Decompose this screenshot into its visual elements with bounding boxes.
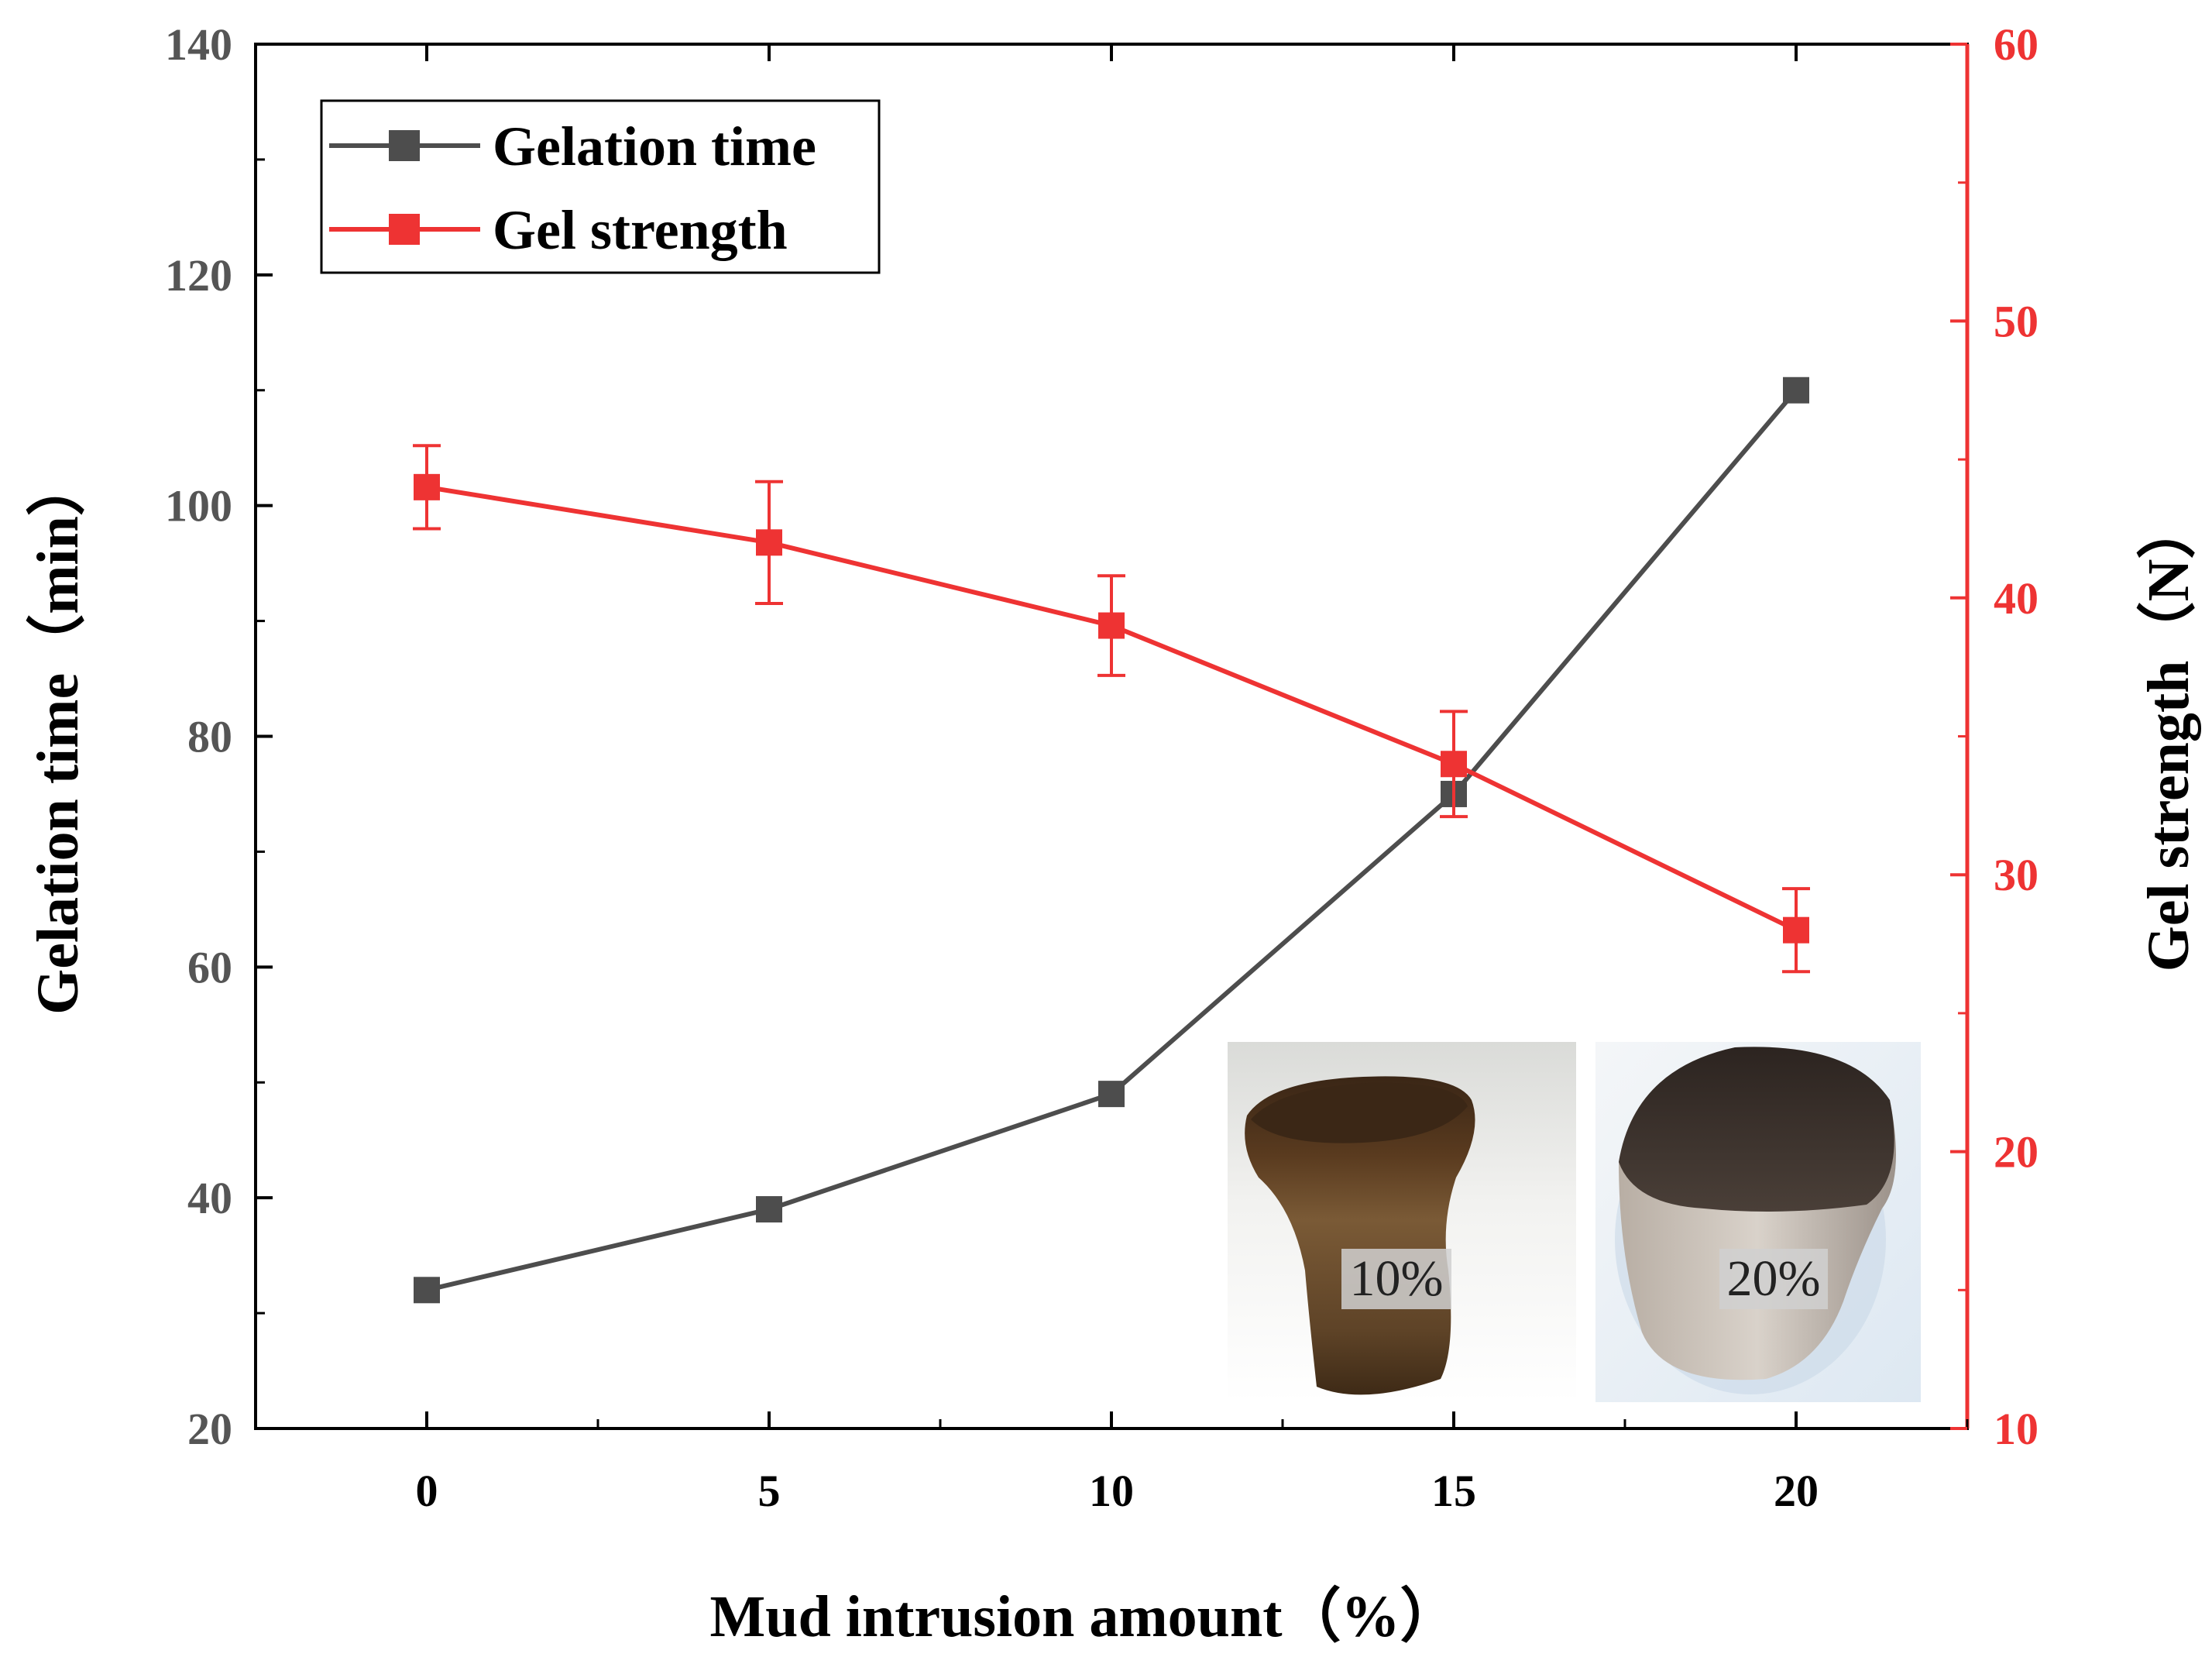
y-left-tick-label: 140 <box>165 19 232 70</box>
data-point-strength <box>756 529 782 556</box>
y-right-tick-label: 40 <box>1994 573 2039 624</box>
y-right-tick-label: 50 <box>1994 296 2039 346</box>
y-right-tick-label: 60 <box>1994 19 2039 70</box>
inset-photo-20: 20% <box>1595 1042 1921 1402</box>
legend: Gelation time Gel strength <box>320 99 881 274</box>
y-left-tick-label: 120 <box>165 250 232 301</box>
y-left-axis-title: Gelation time（min） <box>26 457 91 1015</box>
inset-photo-10: 10% <box>1228 1042 1576 1402</box>
x-tick-label: 10 <box>1089 1466 1134 1516</box>
axes: 0 5 10 15 20 20 40 60 80 100 120 140 10 20 30 40 50 60 <box>165 19 2039 1516</box>
legend-marker-gelation <box>389 130 420 161</box>
legend-marker-strength <box>389 214 420 245</box>
y-left-tick-label: 100 <box>165 481 232 531</box>
data-point-gelation <box>1783 376 1809 404</box>
series-line-strength <box>426 484 1798 933</box>
x-axis-title: Mud intrusion amount（%） <box>709 1584 1458 1649</box>
inset-label-10: 10% <box>1350 1250 1444 1307</box>
y-right-tick-label: 20 <box>1994 1127 2039 1178</box>
y-left-tick-label: 40 <box>187 1173 232 1223</box>
data-point-gelation <box>414 1277 440 1304</box>
y-right-tick-label: 10 <box>1994 1404 2039 1454</box>
data-point-strength <box>1098 612 1125 639</box>
data-point-strength <box>1441 751 1467 778</box>
series-line-gelation <box>426 388 1798 1293</box>
legend-label-gelation: Gelation time <box>493 115 816 177</box>
y-left-tick-label: 80 <box>187 712 232 762</box>
inset-label-20: 20% <box>1727 1250 1821 1307</box>
x-tick-label: 0 <box>416 1466 438 1516</box>
y-right-tick-label: 30 <box>1994 850 2039 900</box>
legend-label-strength: Gel strength <box>493 199 788 261</box>
x-tick-label: 5 <box>758 1466 781 1516</box>
data-point-gelation <box>1098 1081 1125 1108</box>
x-tick-label: 20 <box>1774 1466 1819 1516</box>
x-tick-label: 15 <box>1431 1466 1476 1516</box>
y-right-axis-title: Gel strength（N） <box>2136 500 2201 972</box>
series-layer <box>413 376 1810 1304</box>
y-left-tick-label: 20 <box>187 1404 232 1454</box>
y-left-tick-label: 60 <box>187 942 232 992</box>
data-point-strength <box>1783 916 1809 944</box>
data-point-gelation <box>756 1196 782 1223</box>
data-point-strength <box>414 473 440 500</box>
